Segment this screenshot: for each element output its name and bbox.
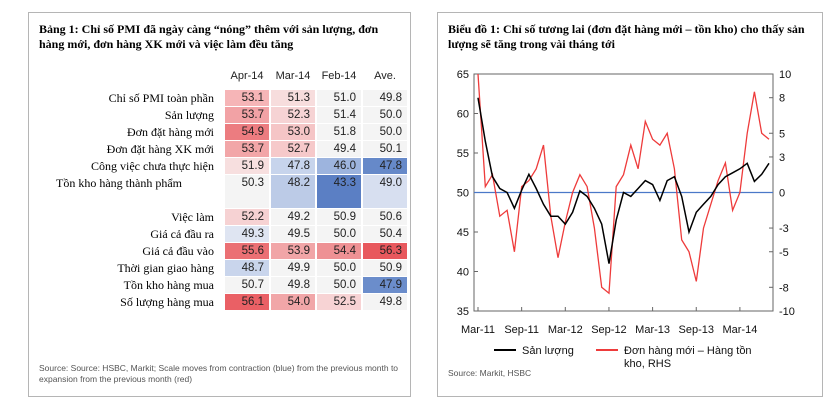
- right-tick-label: -8: [779, 282, 789, 294]
- table-cell: 55.6: [225, 243, 269, 259]
- row-label: Việc làm: [171, 210, 214, 224]
- table-cell: 56.3: [363, 243, 407, 259]
- right-tick-label: -3: [779, 223, 789, 235]
- table-cell: 50.0: [317, 226, 361, 242]
- table-cell: 52.7: [271, 141, 315, 157]
- column-header: Feb-14: [321, 70, 357, 82]
- table-cell: 50.0: [317, 260, 361, 276]
- left-tick-label: 35: [457, 306, 469, 318]
- x-tick-label: Sep-12: [591, 324, 626, 336]
- table-cell: 49.5: [271, 226, 315, 242]
- x-tick-label: Mar-11: [461, 324, 495, 336]
- table-cell: 53.9: [271, 243, 315, 259]
- table-cell: 51.4: [317, 107, 361, 123]
- table-title: Bảng 1: Chỉ số PMI đã ngày càng “nóng” t…: [39, 22, 379, 51]
- row-label: Công việc chưa thực hiện: [91, 159, 214, 173]
- table-cell: 50.6: [363, 209, 407, 225]
- table-cell: 53.1: [225, 90, 269, 106]
- table-cell: 50.4: [363, 226, 407, 242]
- table-cell: 48.2: [271, 175, 315, 208]
- x-tick-label: Sep-13: [679, 324, 714, 336]
- left-tick-label: 60: [457, 109, 469, 121]
- table-cell: 47.8: [271, 158, 315, 174]
- table-cell: 50.0: [363, 124, 407, 140]
- row-label: Đơn đặt hàng XK mới: [106, 142, 214, 156]
- left-tick-label: 50: [457, 188, 469, 200]
- table-cell: 50.7: [225, 277, 269, 293]
- row-label: Tồn kho hàng mua: [123, 278, 214, 292]
- table-cell: 49.8: [363, 294, 407, 310]
- row-label: Sản lượng: [164, 108, 214, 122]
- table-cell: 53.7: [225, 107, 269, 123]
- right-tick-label: 8: [779, 93, 785, 105]
- column-header: Ave.: [374, 70, 396, 82]
- row-label: Tồn kho hàng thành phẩm: [56, 176, 182, 190]
- table-cell: 43.3: [317, 175, 361, 208]
- table-cell: 51.8: [317, 124, 361, 140]
- column-header: Apr-14: [230, 70, 264, 82]
- x-tick-label: Sep-11: [504, 324, 539, 336]
- x-tick-label: Mar-13: [635, 324, 670, 336]
- table-source: Source: Source: HSBC, Markit; Scale move…: [39, 363, 399, 384]
- right-tick-label: 0: [779, 188, 785, 200]
- table-cell: 50.9: [363, 260, 407, 276]
- row-label: Giá cả đầu ra: [150, 227, 214, 241]
- chart-source: Source: Markit, HSBC: [448, 368, 532, 378]
- table-cell: 49.8: [363, 90, 407, 106]
- x-tick-label: Mar-14: [722, 324, 757, 336]
- table-cell: 50.0: [317, 277, 361, 293]
- table-cell: 56.1: [225, 294, 269, 310]
- table-cell: 49.3: [225, 226, 269, 242]
- left-tick-label: 45: [457, 227, 469, 239]
- row-label: Thời gian giao hàng: [117, 261, 214, 275]
- table-cell: 53.0: [271, 124, 315, 140]
- table-cell: 51.3: [271, 90, 315, 106]
- row-label: Đơn đặt hàng mới: [126, 125, 214, 139]
- pmi-table-panel: Bảng 1: Chỉ số PMI đã ngày càng “nóng” t…: [28, 12, 411, 397]
- row-label: Giá cả đầu vào: [142, 244, 214, 258]
- table-cell: 51.0: [317, 90, 361, 106]
- table-cell: 52.3: [271, 107, 315, 123]
- table-cell: 49.9: [271, 260, 315, 276]
- right-tick-label: -10: [779, 306, 795, 318]
- legend-label-rhs: Đơn hàng mới – Hàng tồn kho, RHS: [624, 345, 752, 370]
- x-tick-label: Mar-12: [548, 324, 583, 336]
- left-tick-label: 55: [457, 148, 469, 160]
- table-cell: 50.9: [317, 209, 361, 225]
- table-cell: 49.2: [271, 209, 315, 225]
- table-cell: 50.3: [225, 175, 269, 208]
- series-line-rhs: [477, 73, 770, 295]
- row-label: Số lượng hàng mua: [120, 295, 214, 309]
- table-cell: 47.9: [363, 277, 407, 293]
- table-cell: 54.4: [317, 243, 361, 259]
- table-cell: 50.0: [363, 107, 407, 123]
- row-label: Chỉ số PMI toàn phần: [108, 91, 214, 105]
- chart-panel: Biểu đồ 1: Chỉ số tương lai (đơn đặt hàn…: [437, 12, 823, 397]
- table-cell: 47.8: [363, 158, 407, 174]
- chart-title: Biểu đồ 1: Chỉ số tương lai (đơn đặt hàn…: [448, 22, 805, 51]
- legend-label-output: Sản lượng: [522, 345, 574, 357]
- table-cell: 51.9: [225, 158, 269, 174]
- left-tick-label: 65: [457, 69, 469, 81]
- table-cell: 46.0: [317, 158, 361, 174]
- right-tick-label: 3: [779, 152, 785, 164]
- series-line-output: [477, 97, 770, 264]
- right-tick-label: 10: [779, 69, 791, 81]
- table-cell: 50.1: [363, 141, 407, 157]
- table-cell: 54.9: [225, 124, 269, 140]
- table-cell: 48.7: [225, 260, 269, 276]
- right-tick-label: -5: [779, 247, 789, 259]
- right-tick-label: 5: [779, 128, 785, 140]
- table-cell: 49.0: [363, 175, 407, 208]
- table-cell: 49.8: [271, 277, 315, 293]
- table-cell: 53.7: [225, 141, 269, 157]
- table-cell: 52.5: [317, 294, 361, 310]
- table-cell: 54.0: [271, 294, 315, 310]
- column-header: Mar-14: [275, 70, 311, 82]
- table-cell: 52.2: [225, 209, 269, 225]
- left-tick-label: 40: [457, 267, 469, 279]
- table-cell: 49.4: [317, 141, 361, 157]
